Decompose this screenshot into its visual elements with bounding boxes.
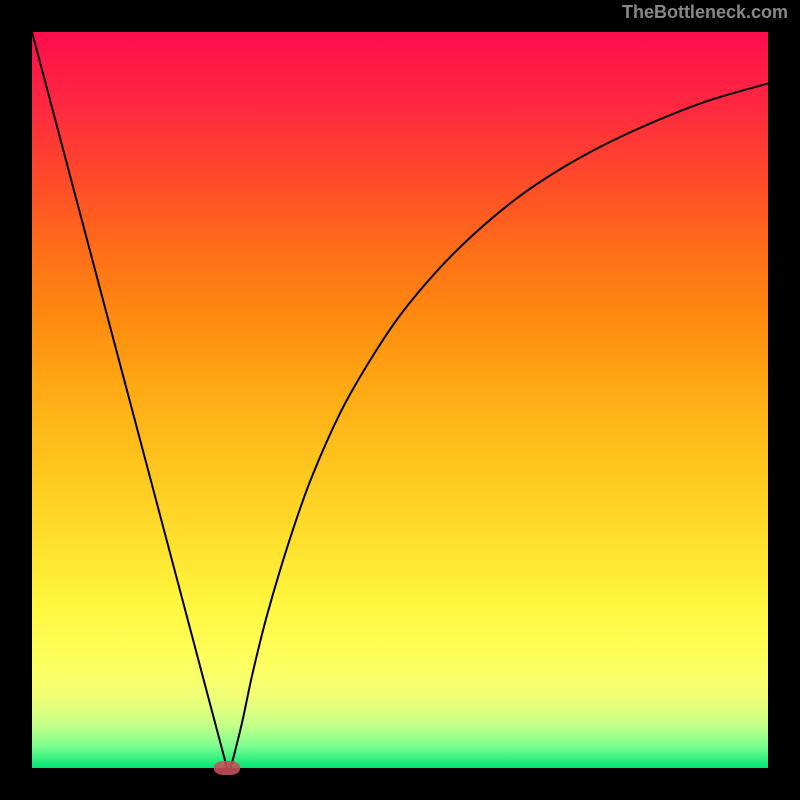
left-line bbox=[32, 32, 227, 768]
minimum-marker bbox=[214, 761, 240, 775]
curve-layer bbox=[32, 32, 768, 768]
plot-area bbox=[32, 32, 768, 768]
watermark-text: TheBottleneck.com bbox=[622, 2, 788, 23]
right-curve bbox=[231, 84, 768, 768]
chart-container: TheBottleneck.com bbox=[0, 0, 800, 800]
